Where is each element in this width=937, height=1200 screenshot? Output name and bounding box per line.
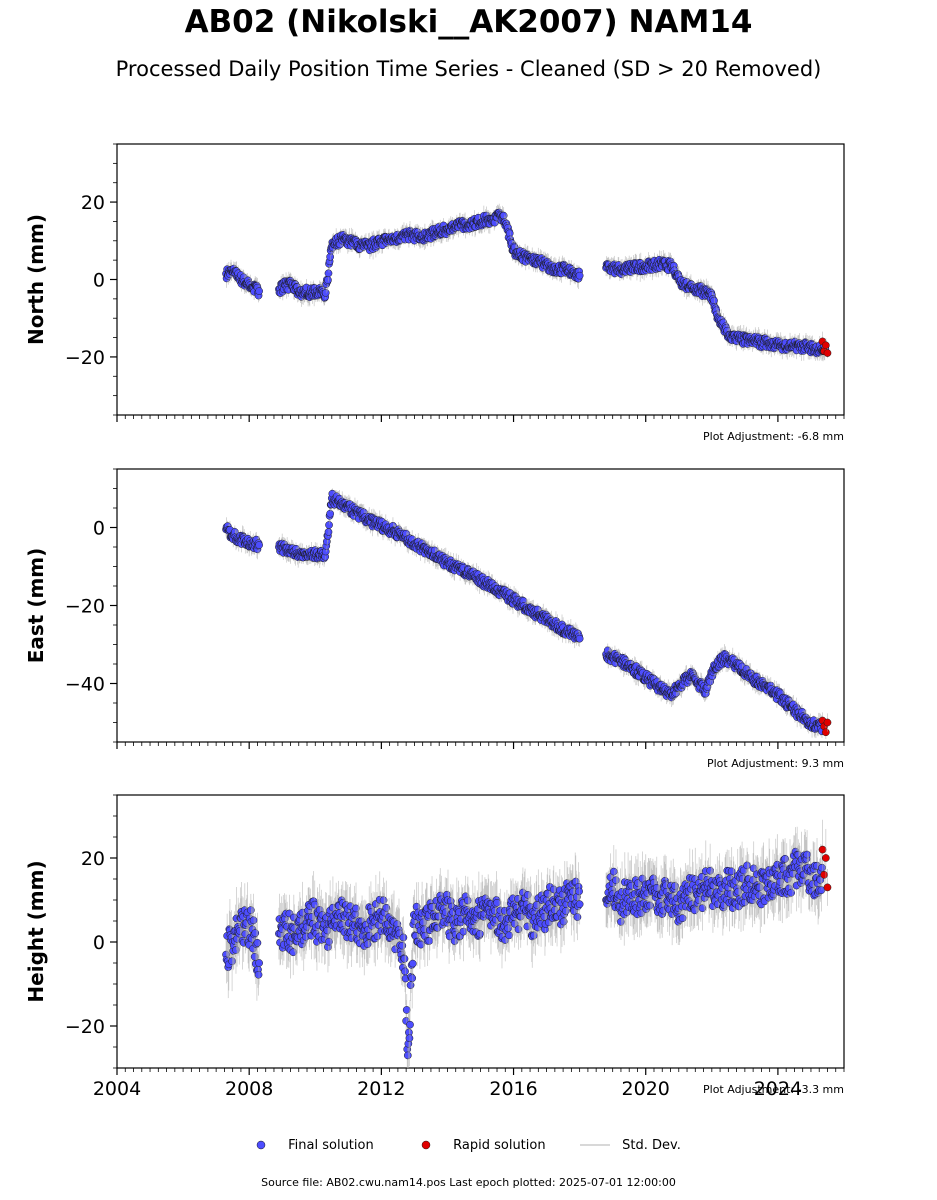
chart-subtitle: Processed Daily Position Time Series - C…	[115, 57, 822, 81]
y-tick-label: 20	[81, 848, 105, 870]
y-tick-label: 0	[93, 270, 105, 292]
rapid-solution-point	[823, 349, 832, 357]
y-axis-label: Height (mm)	[24, 860, 48, 1002]
x-tick-label: 2024	[754, 1078, 802, 1100]
final-solution-point	[399, 933, 408, 942]
x-tick-label: 2016	[489, 1078, 537, 1100]
y-axis-label: East (mm)	[24, 548, 48, 664]
final-solution-point	[363, 940, 372, 949]
final-solution-point	[325, 521, 333, 529]
final-solution-point	[255, 541, 263, 549]
final-solution-point	[326, 509, 334, 518]
final-solution-point	[324, 528, 333, 536]
y-tick-label: −20	[65, 1016, 105, 1038]
panel-frame	[116, 468, 845, 743]
y-tick-label: 20	[81, 192, 105, 214]
x-tick-label: 2012	[357, 1078, 405, 1100]
y-tick-label: −40	[65, 674, 105, 696]
final-solution-point	[254, 970, 263, 979]
final-solution-point	[321, 289, 330, 297]
final-solution-point	[401, 967, 409, 976]
rapid-solution-point	[823, 718, 832, 727]
final-solution-point	[253, 939, 262, 947]
x-tick-label: 2020	[622, 1078, 670, 1100]
final-solution-point	[575, 634, 584, 643]
y-tick-label: 0	[93, 932, 105, 954]
final-solution-point	[406, 1020, 414, 1029]
plot-area	[222, 203, 832, 362]
final-solution-point	[324, 276, 332, 284]
final-solution-point	[400, 954, 409, 963]
y-tick-label: 0	[93, 518, 105, 540]
plot-adjustment-note: Plot Adjustment: -6.8 mm	[703, 430, 844, 443]
chart-title: AB02 (Nikolski__AK2007) NAM14	[184, 4, 753, 40]
rapid-solution-point	[821, 728, 830, 737]
final-solution-point	[408, 959, 417, 968]
final-solution-point	[255, 959, 263, 967]
final-solution-point	[408, 974, 417, 983]
plot-adjustment-note: Plot Adjustment: 9.3 mm	[707, 757, 844, 770]
y-tick-label: −20	[65, 596, 105, 618]
plot-area	[222, 819, 832, 1068]
final-solution-point	[575, 271, 584, 280]
final-solution-point	[249, 916, 258, 925]
y-axis-label: North (mm)	[24, 214, 48, 345]
plot-adjustment-note: Plot Adjustment: -3.3 mm	[703, 1083, 844, 1096]
final-solution-point	[403, 1051, 412, 1060]
final-solution-point	[255, 287, 263, 295]
plot-area	[222, 488, 832, 740]
y-tick-label: −20	[65, 347, 105, 369]
x-tick-label: 2008	[225, 1078, 273, 1100]
final-solution-point	[324, 269, 333, 278]
final-solution-point	[405, 1034, 414, 1043]
rapid-solution-point	[821, 341, 830, 350]
x-tick-label: 2004	[93, 1078, 141, 1100]
final-solution-point	[251, 929, 260, 937]
